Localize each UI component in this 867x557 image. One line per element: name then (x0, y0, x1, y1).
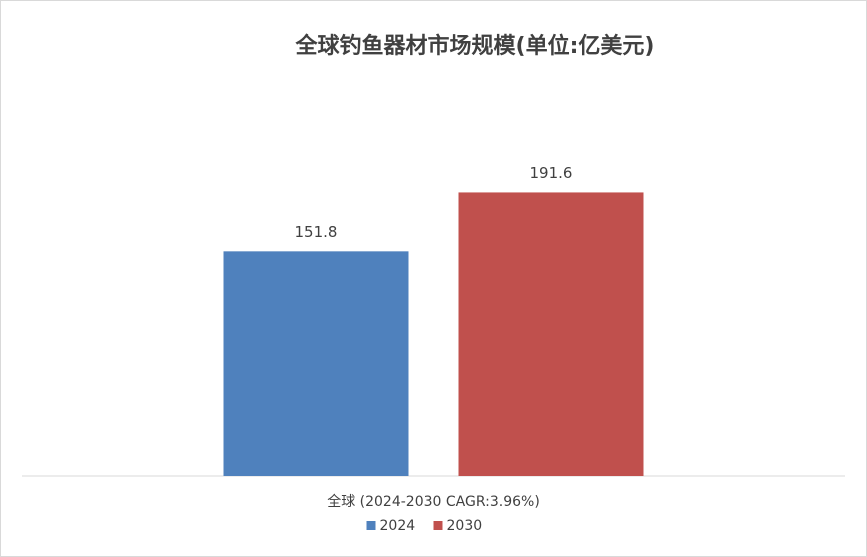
data-label: 151.8 (295, 223, 338, 241)
data-label: 191.6 (530, 164, 573, 182)
legend-swatch (366, 521, 376, 530)
legend-label: 2024 (380, 518, 416, 534)
bar (223, 251, 409, 476)
bar (458, 192, 644, 476)
legend-swatch (433, 521, 443, 530)
legend-label: 2030 (447, 518, 483, 534)
x-tick-label: 全球 (2024-2030 CAGR:3.96%) (327, 493, 540, 510)
chart-title: 全球钓鱼器材市场规模(单位:亿美元) (295, 33, 655, 59)
